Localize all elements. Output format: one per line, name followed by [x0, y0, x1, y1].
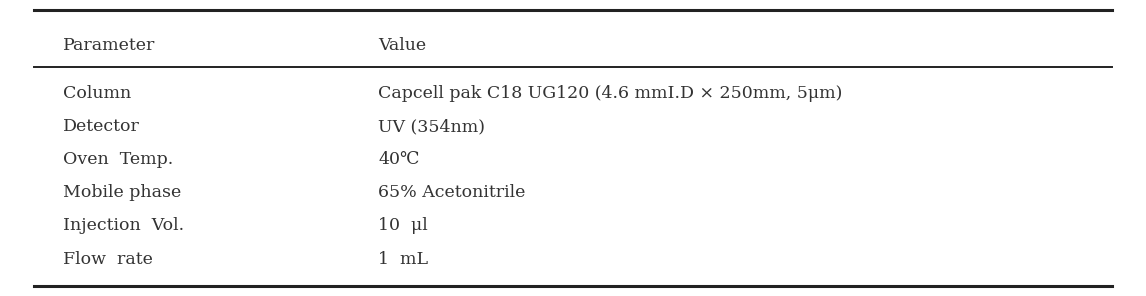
Text: Flow  rate: Flow rate — [63, 250, 152, 268]
Text: Value: Value — [378, 37, 426, 54]
Text: Capcell pak C18 UG120 (4.6 mmI.D × 250mm, 5μm): Capcell pak C18 UG120 (4.6 mmI.D × 250mm… — [378, 85, 842, 102]
Text: Detector: Detector — [63, 118, 140, 135]
Text: Oven  Temp.: Oven Temp. — [63, 151, 173, 168]
Text: UV (354nm): UV (354nm) — [378, 118, 485, 135]
Text: 10  μl: 10 μl — [378, 217, 427, 234]
Text: Column: Column — [63, 85, 132, 102]
Text: 1  mL: 1 mL — [378, 250, 429, 268]
Text: Parameter: Parameter — [63, 37, 156, 54]
Text: Mobile phase: Mobile phase — [63, 184, 181, 201]
Text: Injection  Vol.: Injection Vol. — [63, 217, 185, 234]
Text: 40℃: 40℃ — [378, 151, 419, 168]
Text: 65% Acetonitrile: 65% Acetonitrile — [378, 184, 526, 201]
